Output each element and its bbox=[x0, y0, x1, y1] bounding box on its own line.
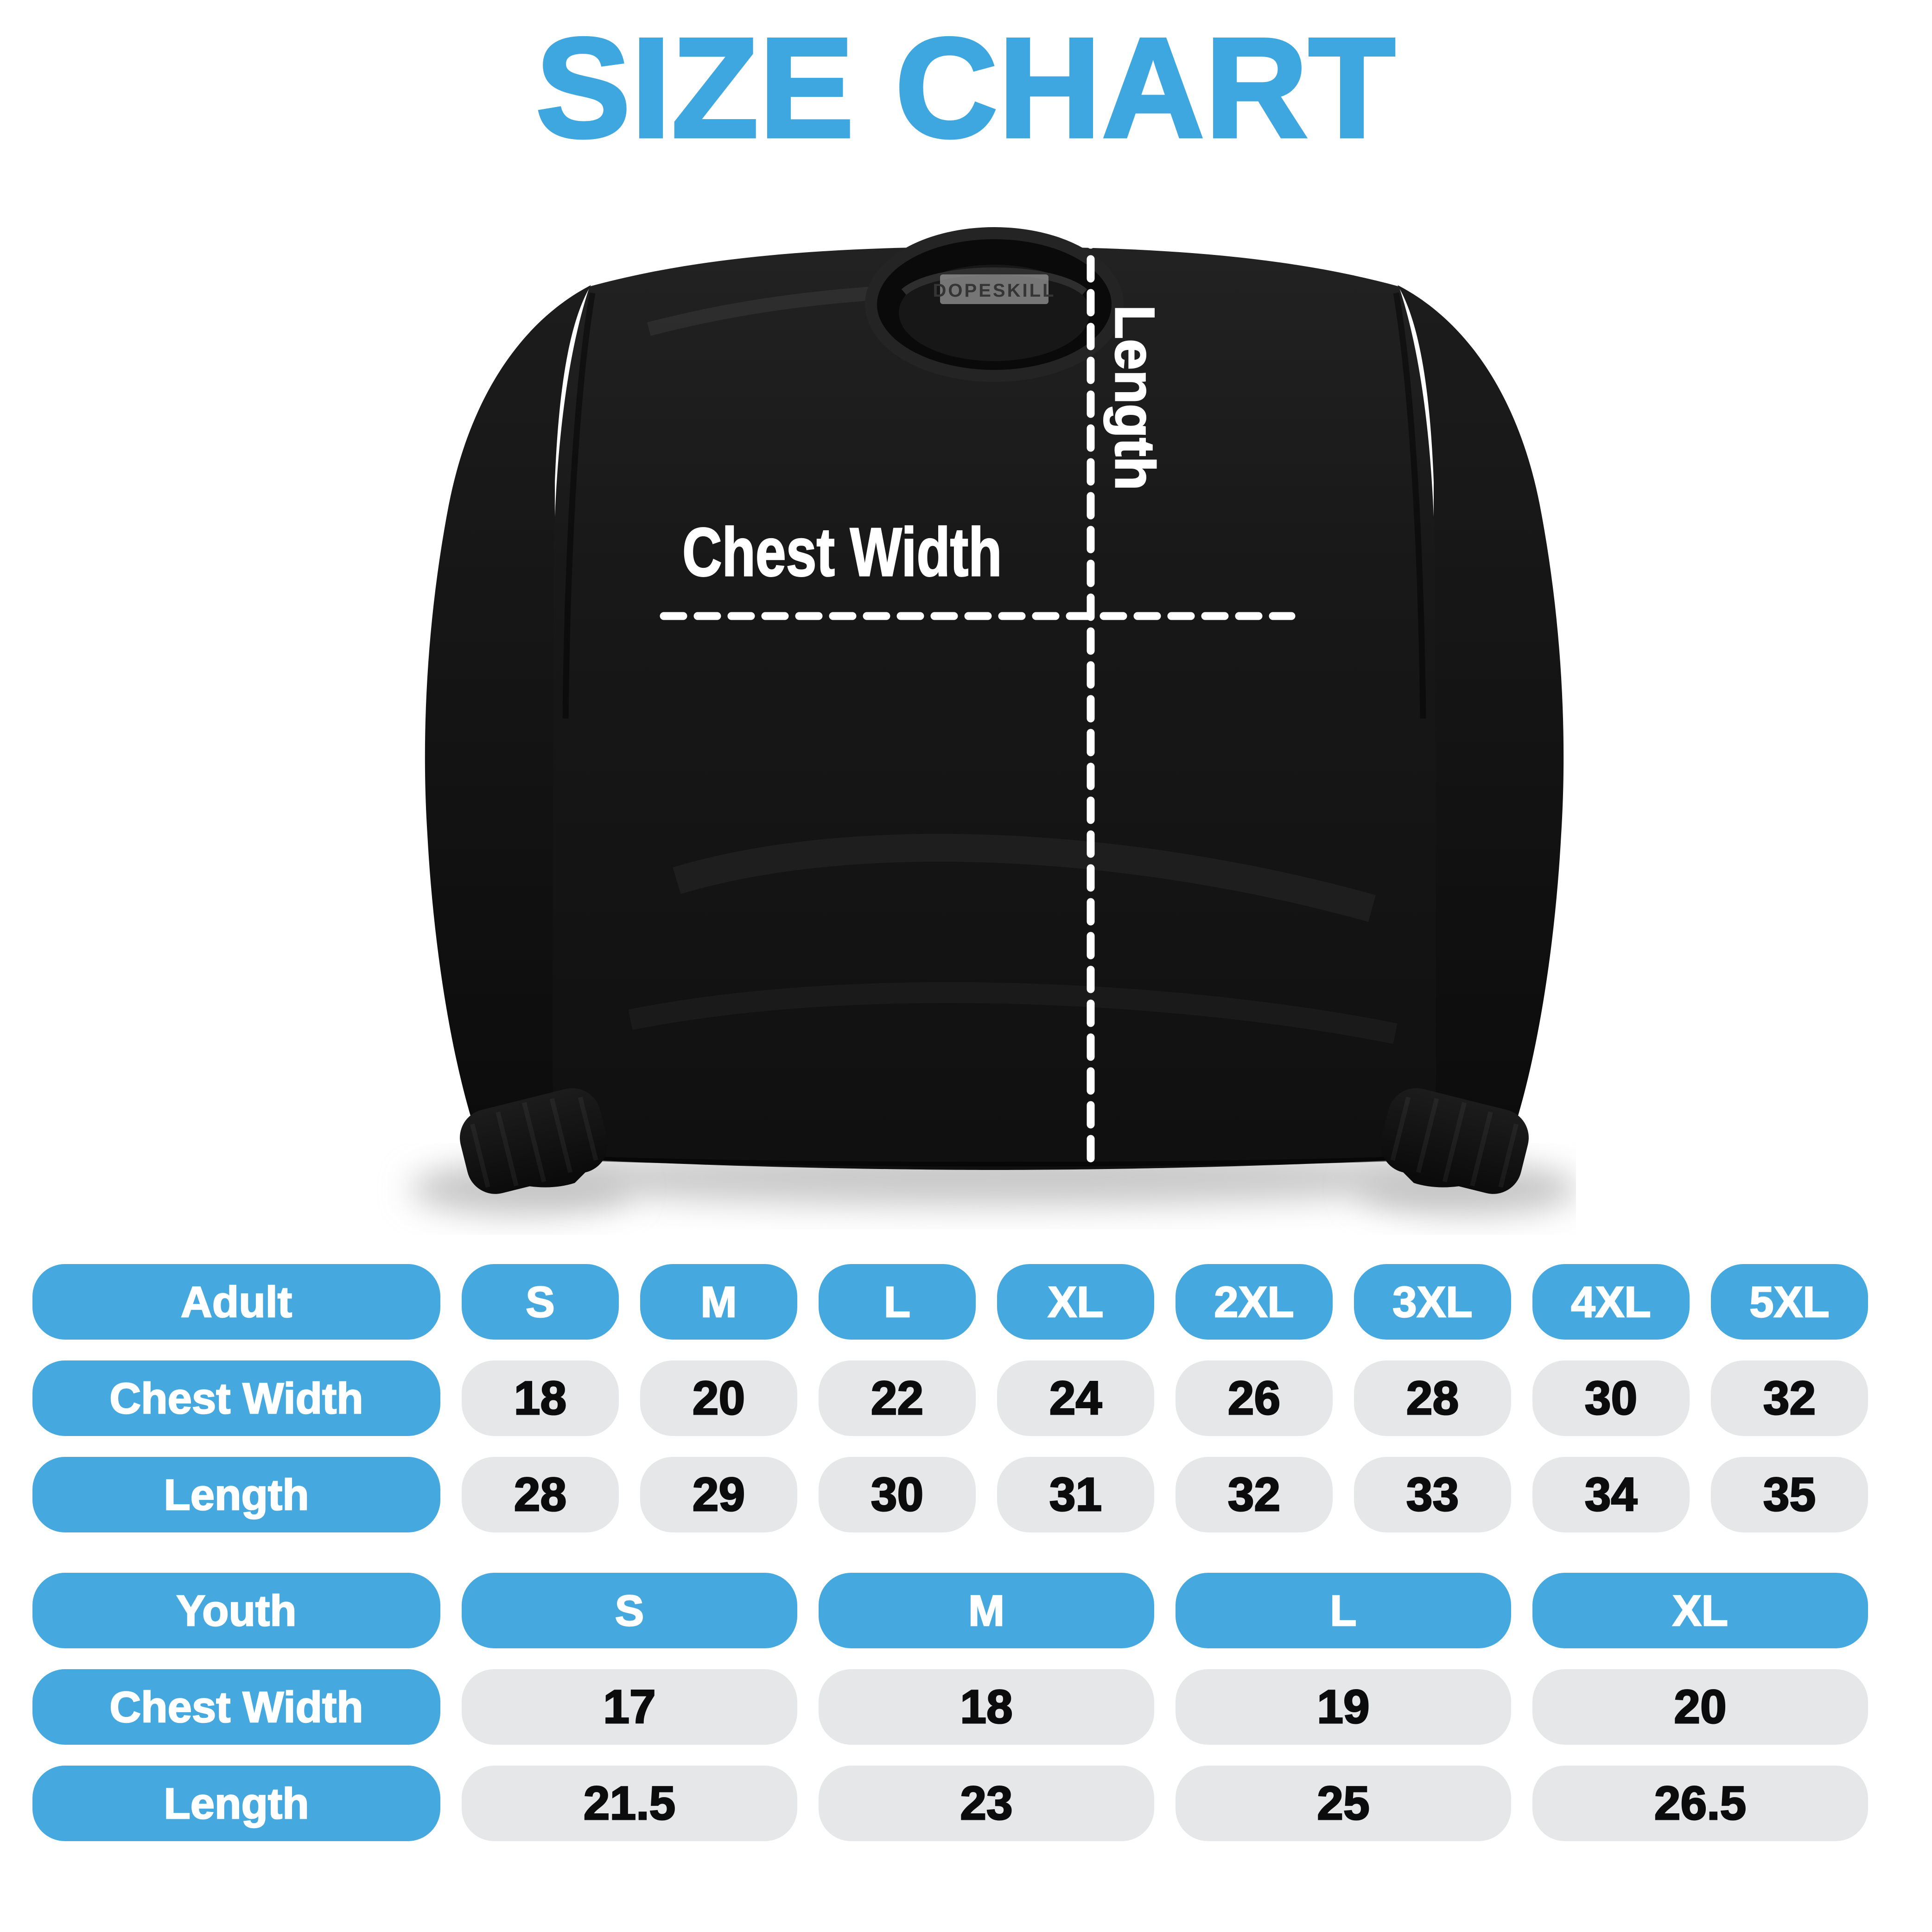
adult-size-header-l: L bbox=[819, 1264, 976, 1340]
adult-size-header-s: S bbox=[462, 1264, 619, 1340]
shirt-graphic: DOPESKILL bbox=[410, 221, 1576, 1214]
adult-size-header-5xl: 5XL bbox=[1711, 1264, 1868, 1340]
adult-length-5xl: 35 bbox=[1711, 1457, 1868, 1532]
adult-length-m: 29 bbox=[640, 1457, 797, 1532]
adult-chest-width-2xl: 26 bbox=[1176, 1360, 1333, 1436]
adult-chest-width-s: 18 bbox=[462, 1360, 619, 1436]
adult-length-row: Length 28 29 30 31 32 33 34 35 bbox=[32, 1457, 1868, 1532]
youth-size-header-s: S bbox=[462, 1573, 797, 1648]
youth-chest-width-s: 17 bbox=[462, 1669, 797, 1745]
youth-chest-width-row: Chest Width 17 18 19 20 bbox=[32, 1669, 1868, 1745]
adult-chest-width-row: Chest Width 18 20 22 24 26 28 30 32 bbox=[32, 1360, 1868, 1436]
shirt-sleeves bbox=[425, 285, 1564, 1188]
youth-length-label: Length bbox=[32, 1766, 440, 1841]
adult-chest-width-m: 20 bbox=[640, 1360, 797, 1436]
adult-length-xl: 31 bbox=[997, 1457, 1154, 1532]
youth-group-label: Youth bbox=[32, 1573, 440, 1648]
left-sleeve bbox=[425, 285, 591, 1188]
adult-chest-width-3xl: 28 bbox=[1354, 1360, 1511, 1436]
adult-length-s: 28 bbox=[462, 1457, 619, 1532]
adult-chest-width-5xl: 32 bbox=[1711, 1360, 1868, 1436]
youth-length-xl: 26.5 bbox=[1532, 1766, 1868, 1841]
youth-chest-width-xl: 20 bbox=[1532, 1669, 1868, 1745]
youth-size-header-m: M bbox=[819, 1573, 1154, 1648]
youth-chest-width-l: 19 bbox=[1176, 1669, 1511, 1745]
youth-length-row: Length 21.5 23 25 26.5 bbox=[32, 1766, 1868, 1841]
youth-length-s: 21.5 bbox=[462, 1766, 797, 1841]
shirt-diagram: DOPESKILL Chest Width Length bbox=[352, 185, 1576, 1252]
adult-chest-width-xl: 24 bbox=[997, 1360, 1154, 1436]
adult-size-header-2xl: 2XL bbox=[1176, 1264, 1333, 1340]
chest-width-measure-label: Chest Width bbox=[682, 514, 1003, 591]
adult-size-table: Adult S M L XL 2XL 3XL 4XL 5XL Chest Wid… bbox=[32, 1264, 1868, 1532]
collar-brand-label: DOPESKILL bbox=[933, 280, 1056, 301]
youth-size-header-xl: XL bbox=[1532, 1573, 1868, 1648]
youth-header-row: Youth S M L XL bbox=[32, 1573, 1868, 1648]
youth-chest-width-label: Chest Width bbox=[32, 1669, 440, 1745]
adult-chest-width-l: 22 bbox=[819, 1360, 976, 1436]
adult-length-l: 30 bbox=[819, 1457, 976, 1532]
adult-length-2xl: 32 bbox=[1176, 1457, 1333, 1532]
collar: DOPESKILL bbox=[865, 227, 1124, 382]
adult-group-label: Adult bbox=[32, 1264, 440, 1340]
shirt-body bbox=[553, 247, 1436, 1170]
right-cuff bbox=[1380, 1088, 1529, 1194]
adult-size-header-3xl: 3XL bbox=[1354, 1264, 1511, 1340]
adult-length-4xl: 34 bbox=[1532, 1457, 1690, 1532]
length-measure-label: Length bbox=[1103, 305, 1167, 491]
youth-chest-width-m: 18 bbox=[819, 1669, 1154, 1745]
collar-brand-tag bbox=[940, 274, 1049, 304]
left-cuff bbox=[460, 1088, 608, 1194]
adult-size-header-4xl: 4XL bbox=[1532, 1264, 1690, 1340]
size-tables: Adult S M L XL 2XL 3XL 4XL 5XL Chest Wid… bbox=[32, 1264, 1868, 1862]
adult-header-row: Adult S M L XL 2XL 3XL 4XL 5XL bbox=[32, 1264, 1868, 1340]
adult-size-header-xl: XL bbox=[997, 1264, 1154, 1340]
adult-size-header-m: M bbox=[640, 1264, 797, 1340]
adult-length-3xl: 33 bbox=[1354, 1457, 1511, 1532]
adult-chest-width-4xl: 30 bbox=[1532, 1360, 1690, 1436]
youth-size-header-l: L bbox=[1176, 1573, 1511, 1648]
youth-length-l: 25 bbox=[1176, 1766, 1511, 1841]
youth-length-m: 23 bbox=[819, 1766, 1154, 1841]
adult-length-label: Length bbox=[32, 1457, 440, 1532]
youth-size-table: Youth S M L XL Chest Width 17 18 19 20 L… bbox=[32, 1573, 1868, 1841]
page-title: SIZE CHART bbox=[534, 8, 1397, 167]
right-sleeve bbox=[1398, 285, 1564, 1188]
adult-chest-width-label: Chest Width bbox=[32, 1360, 440, 1436]
